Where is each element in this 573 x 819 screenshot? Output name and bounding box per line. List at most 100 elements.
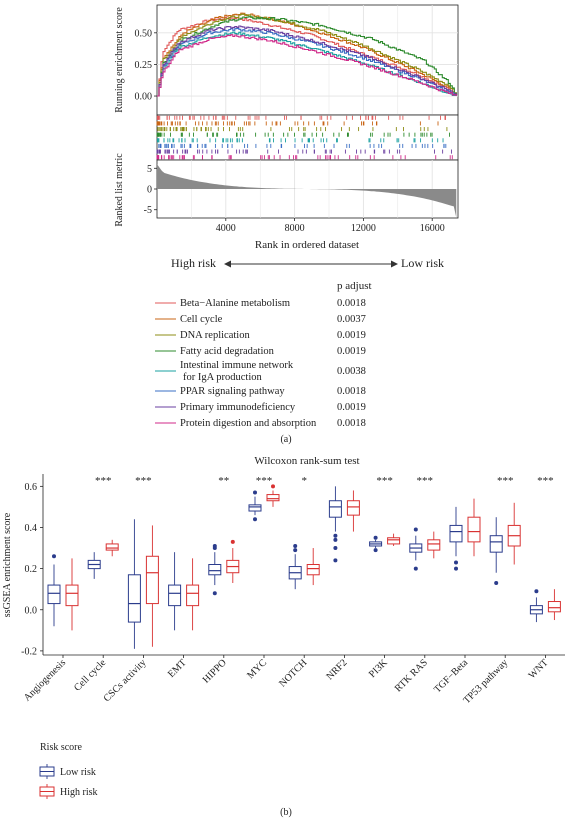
- es-series-line: [157, 12, 457, 97]
- boxplot-box: [65, 558, 79, 631]
- es-series-line: [157, 25, 457, 97]
- box-outlier: [333, 533, 338, 538]
- boxplot-box: [47, 554, 61, 627]
- box-body: [449, 524, 463, 543]
- legend-label: DNA replication: [180, 330, 250, 341]
- box-body: [47, 584, 61, 605]
- boxplot-box: [427, 531, 441, 559]
- box-body: [346, 500, 360, 516]
- ranked-y-tick-label: 0: [147, 185, 152, 196]
- ranked-x-tick-label: 12000: [351, 223, 376, 234]
- legend-label: Protein digestion and absorption: [180, 418, 317, 429]
- box-body: [387, 537, 401, 545]
- es-series-line: [157, 13, 457, 97]
- panel-b: Wilcoxon rank-sum test -0.20.00.20.40.6 …: [2, 455, 565, 818]
- legend-label: Beta−Alanine metabolism: [180, 298, 290, 309]
- box-outlier: [212, 591, 217, 596]
- legend-padj-value: 0.0018: [337, 418, 366, 429]
- significance-markers: *** *** ** *** * *** *** *** ***: [95, 475, 554, 487]
- legend-label-cont: for IgA production: [183, 372, 262, 383]
- es-y-ticks: 0.00 0.25 0.50: [135, 28, 157, 103]
- box-outlier: [52, 554, 56, 559]
- boxplot-box: [208, 543, 222, 596]
- box-body: [208, 564, 222, 576]
- significance-label: ***: [417, 475, 434, 487]
- panel-a-caption: (a): [280, 434, 291, 445]
- significance-label: ***: [95, 475, 112, 487]
- boxplot-box: [186, 558, 200, 631]
- low-risk-label: Low risk: [401, 256, 444, 270]
- boxplot-x-tick-label: CSCs activity: [102, 657, 149, 704]
- boxplot-y-tick-label: 0.4: [25, 523, 38, 534]
- es-plot-frame: [156, 4, 459, 116]
- box-outlier: [373, 535, 378, 540]
- ranked-y-tick-label: 5: [147, 164, 152, 175]
- box-body: [427, 539, 441, 551]
- legend-padj-value: 0.0037: [337, 314, 366, 325]
- significance-label: **: [218, 475, 229, 487]
- boxplot-box: [507, 502, 521, 565]
- boxplots: [47, 484, 561, 649]
- boxplot-box: [346, 490, 360, 532]
- es-y-tick-label: 0.00: [135, 92, 153, 103]
- legend-padj-value: 0.0018: [337, 298, 366, 309]
- legend-label: Primary immunodeficiency: [180, 402, 296, 413]
- boxplot-box: [288, 543, 302, 590]
- boxplot-box: [467, 498, 481, 557]
- box-body: [65, 584, 79, 607]
- box-body: [186, 584, 200, 607]
- box-outlier: [413, 527, 418, 532]
- significance-label: ***: [537, 475, 554, 487]
- es-lines: [157, 12, 457, 97]
- box-body: [306, 564, 320, 576]
- boxplot-y-tick-label: 0.2: [25, 564, 38, 575]
- box-outlier: [253, 517, 257, 522]
- box-body: [248, 504, 262, 512]
- significance-label: ***: [256, 475, 273, 487]
- boxplot-x-tick-label: WNT: [527, 657, 551, 681]
- risk-score-legend: Low risk High risk: [39, 764, 98, 799]
- es-series-line: [157, 16, 457, 97]
- boxplot-x-tick-label: HIPPO: [201, 657, 229, 685]
- boxplot-box: [369, 535, 383, 553]
- legend-label: Intestinal immune network: [180, 360, 294, 371]
- legend-padj-value: 0.0018: [337, 386, 366, 397]
- panel-b-caption: (b): [280, 807, 292, 818]
- risk-legend-item: High risk: [39, 784, 98, 799]
- boxplot-box: [529, 589, 543, 623]
- box-body: [168, 584, 182, 607]
- ranked-x-tick-label: 4000: [216, 223, 236, 234]
- boxplot-box: [409, 527, 423, 571]
- box-outlier: [333, 537, 338, 542]
- boxplot-x-tick-label: TGF−Beta: [432, 657, 470, 695]
- hit-strips: [156, 115, 453, 160]
- boxplot-box: [489, 517, 503, 586]
- high-risk-label: High risk: [171, 256, 216, 270]
- boxplot-x-tick-label: MYC: [245, 657, 269, 681]
- boxplot-x-tick-label: NRF2: [324, 657, 349, 682]
- box-body: [328, 500, 342, 518]
- boxplot-box: [387, 533, 401, 546]
- risk-arrow-right-head: [391, 260, 398, 268]
- box-outlier: [494, 581, 499, 586]
- risk-arrow-left-head: [224, 260, 231, 268]
- boxplot-y-ticks: -0.2 0.0 0.2 0.4 0.6: [21, 482, 43, 657]
- boxplot-x-tick-label: NOTCH: [277, 657, 309, 689]
- boxplot-box: [226, 539, 240, 584]
- box-outlier: [333, 558, 338, 563]
- box-outlier: [373, 548, 378, 553]
- significance-label: ***: [376, 475, 393, 487]
- box-outlier: [293, 543, 298, 548]
- legend-label: Fatty acid degradation: [180, 346, 275, 357]
- boxplot-x-tick-label: RTK RAS: [393, 657, 430, 694]
- boxplot-box: [266, 484, 280, 507]
- box-body: [266, 494, 280, 502]
- box-outlier: [271, 484, 275, 489]
- significance-label: ***: [497, 475, 514, 487]
- box-body: [105, 543, 119, 551]
- box-outlier: [333, 546, 338, 551]
- boxplot-box: [248, 490, 262, 522]
- gsea-legend: Beta−Alanine metabolism 0.0018 Cell cycle 0…: [155, 298, 366, 429]
